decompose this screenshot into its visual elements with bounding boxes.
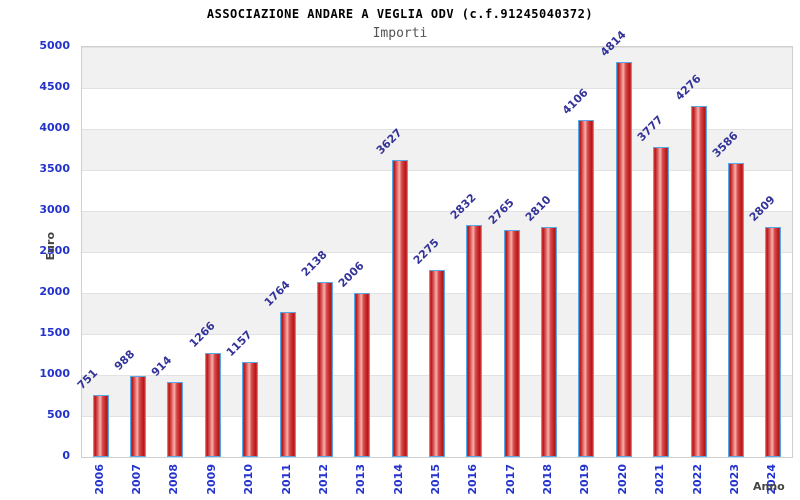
bar-2011 — [279, 312, 296, 457]
bar-2015 — [429, 270, 445, 457]
chart-subtitle: Importi — [372, 26, 428, 41]
y-tick-label: 1000 — [39, 367, 70, 380]
x-tick-label: 2015 — [429, 464, 442, 495]
bar-2023 — [727, 162, 744, 457]
grid-band — [82, 170, 792, 211]
x-tick-label: 2021 — [653, 464, 667, 495]
y-tick-label: 3500 — [39, 162, 70, 175]
x-tick-label: 2020 — [615, 464, 629, 495]
x-tick-label: 2016 — [466, 464, 480, 495]
bar-2012 — [316, 281, 333, 457]
bar-2010 — [242, 362, 259, 457]
x-tick-label: 2013 — [354, 464, 368, 495]
x-tick-label: 2008 — [167, 464, 181, 495]
x-tick-label: 2014 — [391, 464, 405, 495]
y-tick-label: 2500 — [39, 244, 70, 257]
grid-band — [82, 211, 792, 252]
x-tick-label: 2009 — [204, 464, 218, 495]
x-tick-label: 2011 — [279, 464, 293, 495]
x-tick-label: 2007 — [130, 464, 144, 495]
bar-2014 — [391, 159, 408, 457]
y-tick-label: 1500 — [39, 326, 70, 339]
bar-2021 — [653, 147, 670, 457]
grid-band — [82, 129, 792, 170]
bar-2018 — [541, 226, 558, 457]
bar-2007 — [130, 375, 147, 457]
y-tick-label: 0 — [62, 449, 70, 462]
bar-2024 — [765, 226, 782, 457]
y-tick-label: 500 — [47, 408, 70, 421]
x-tick-label: 2017 — [503, 464, 517, 495]
x-axis-title: Anno — [753, 480, 785, 493]
bar-2006 — [92, 395, 109, 457]
x-tick-label: 2022 — [690, 464, 704, 495]
y-axis-title: Euro — [44, 232, 57, 261]
grid-band — [82, 47, 792, 88]
bar-2013 — [354, 292, 371, 457]
bar-2022 — [690, 106, 707, 457]
chart-title: ASSOCIAZIONE ANDARE A VEGLIA ODV (c.f.91… — [206, 7, 594, 21]
y-tick-label: 4500 — [39, 80, 70, 93]
bar-2017 — [503, 230, 520, 457]
bar-2008 — [167, 382, 184, 457]
y-tick-label: 4000 — [39, 121, 70, 134]
bar-2009 — [204, 353, 221, 457]
y-tick-label: 3000 — [39, 203, 70, 216]
bar-2016 — [466, 224, 483, 457]
x-tick-label: 2012 — [316, 464, 330, 495]
x-tick-label: 2006 — [92, 464, 106, 495]
plot-area: 751 988 914 1266 1157 1764 2138 2006 3627 2275 283… — [74, 28, 793, 458]
bar-2019 — [578, 120, 595, 457]
grid-band — [82, 88, 792, 129]
y-tick-label: 5000 — [39, 39, 70, 52]
x-tick-label: 2010 — [242, 464, 256, 495]
x-tick-label: 2019 — [578, 464, 592, 495]
y-tick-label: 2000 — [39, 285, 70, 298]
x-tick-label: 2023 — [727, 464, 741, 495]
x-tick-label: 2018 — [541, 464, 555, 495]
bar-2020 — [615, 62, 632, 457]
